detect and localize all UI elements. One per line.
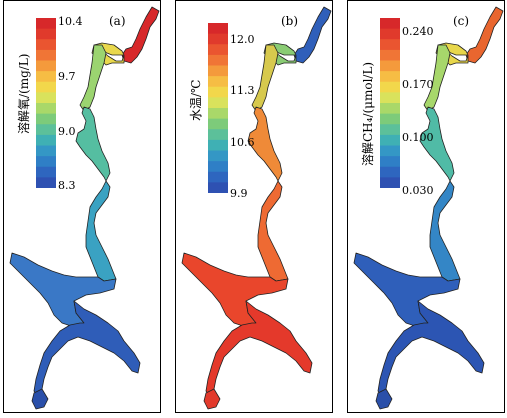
region-south: [377, 300, 485, 398]
tick-3: 0.100: [402, 131, 434, 144]
region-lower: [257, 180, 289, 282]
colorbar-segment: [36, 134, 56, 146]
tick-bottom: 0.030: [402, 184, 434, 197]
tick-2: 0.170: [402, 78, 434, 91]
colorbar-segment: [36, 18, 56, 30]
colorbar-segment: [208, 23, 228, 35]
colorbar-c: [380, 18, 400, 188]
colorbar-segment: [36, 39, 56, 51]
colorbar-segment: [208, 44, 228, 56]
colorbar-segment: [36, 81, 56, 93]
colorbar-segment: [380, 113, 400, 125]
colorbar-segment: [208, 118, 228, 130]
colorbar-segment: [208, 65, 228, 77]
colorbar-segment: [208, 33, 228, 45]
region-delta: [181, 252, 289, 328]
panel-tag: (c): [453, 14, 470, 28]
region-tail: [375, 388, 393, 410]
colorbar-segment: [208, 139, 228, 151]
colorbar-segment: [380, 71, 400, 83]
region-neck: [423, 44, 451, 112]
colorbar-segment: [380, 39, 400, 51]
colorbar-title: 水温/℃: [189, 79, 203, 121]
region-middle: [75, 106, 111, 182]
region-head: [293, 6, 332, 64]
colorbar-segment: [208, 97, 228, 109]
region-delta: [9, 252, 117, 328]
tick-2: 9.7: [58, 70, 76, 83]
region-delta: [353, 252, 461, 328]
tick-3: 9.0: [58, 125, 76, 138]
colorbar-segment: [380, 81, 400, 93]
colorbar-segment: [208, 86, 228, 98]
colorbar-a: [36, 18, 56, 188]
colorbar-segment: [380, 60, 400, 72]
colorbar-segment: [36, 28, 56, 40]
colorbar-segment: [380, 134, 400, 146]
tick-2: 11.3: [230, 84, 255, 97]
colorbar-segment: [36, 145, 56, 157]
panel-tag: (b): [281, 14, 299, 28]
colorbar-segment: [380, 145, 400, 157]
colorbar-segment: [36, 177, 56, 188]
colorbar-segment: [380, 166, 400, 178]
region-south: [205, 300, 313, 398]
region-neck: [251, 44, 279, 112]
colorbar-segment: [380, 28, 400, 40]
colorbar-b: [208, 23, 228, 193]
colorbar-segment: [208, 108, 228, 120]
colorbar-title: 溶解氧/(mg/L): [17, 53, 31, 134]
panel-tag: (a): [109, 14, 126, 28]
region-lower: [429, 180, 461, 282]
panel-a: (a) 溶解氧/(mg/L) 10.4 9.7 9.0 8.3: [3, 0, 161, 413]
colorbar-segment: [36, 166, 56, 178]
colorbar-segment: [208, 76, 228, 88]
region-middle: [247, 106, 283, 182]
colorbar-segment: [208, 171, 228, 183]
colorbar-segment: [208, 150, 228, 162]
colorbar-segment: [380, 18, 400, 30]
colorbar-segment: [36, 71, 56, 83]
tick-top: 12.0: [230, 33, 255, 46]
region-lower: [85, 180, 117, 282]
colorbar-segment: [36, 92, 56, 104]
tick-3: 10.6: [230, 136, 255, 149]
region-head: [465, 6, 504, 64]
colorbar-segment: [36, 124, 56, 136]
panel-b: (b) 水温/℃ 12.0 11.3 10.6 9.9: [175, 0, 333, 413]
colorbar-segment: [36, 113, 56, 125]
colorbar-segment: [380, 49, 400, 61]
colorbar-segment: [380, 124, 400, 136]
colorbar-segment: [380, 177, 400, 188]
reservoir-map-b: [181, 6, 332, 410]
colorbar-segment: [36, 103, 56, 115]
tick-bottom: 8.3: [58, 179, 76, 192]
colorbar-segment: [208, 129, 228, 141]
colorbar-segment: [36, 49, 56, 61]
colorbar-segment: [208, 161, 228, 173]
region-tail: [203, 388, 221, 410]
colorbar-segment: [380, 103, 400, 115]
colorbar-segment: [208, 182, 228, 193]
region-tail: [31, 388, 49, 410]
tick-top: 0.240: [402, 25, 434, 38]
colorbar-title: 溶解CH₄/(μmol/L): [361, 61, 375, 166]
reservoir-map-a: [9, 6, 160, 410]
colorbar-segment: [208, 54, 228, 66]
region-head: [121, 6, 160, 64]
tick-top: 10.4: [58, 15, 83, 28]
tick-bottom: 9.9: [230, 187, 248, 200]
reservoir-map-c: [353, 6, 504, 410]
colorbar-segment: [380, 92, 400, 104]
colorbar-segment: [36, 156, 56, 168]
colorbar-segment: [36, 60, 56, 72]
region-middle: [419, 106, 455, 182]
colorbar-segment: [380, 156, 400, 168]
region-south: [33, 300, 141, 398]
region-neck: [79, 44, 107, 112]
panel-c: (c) 溶解CH₄/(μmol/L) 0.240 0.170 0.100 0.0…: [347, 0, 505, 413]
